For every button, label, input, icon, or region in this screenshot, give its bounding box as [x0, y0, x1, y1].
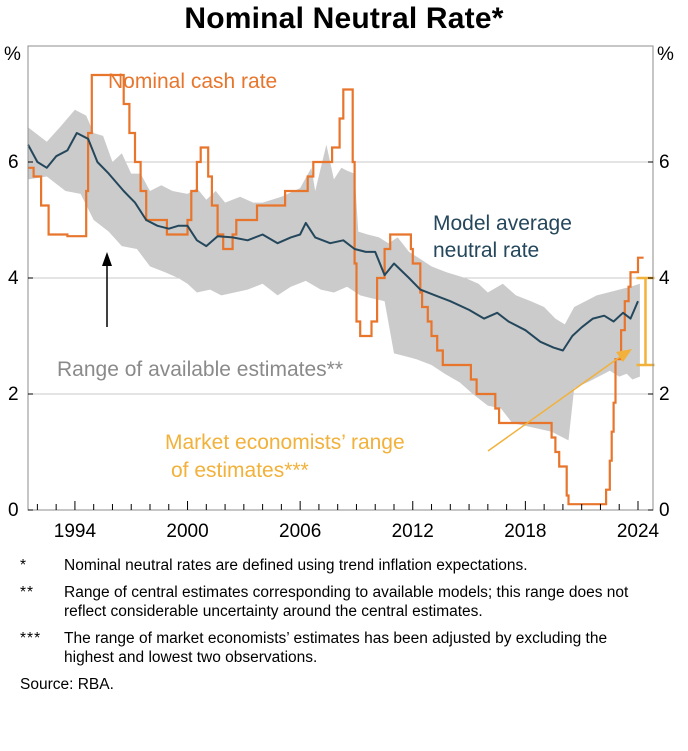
market-pointer-arrow [487, 353, 625, 452]
band-area [28, 109, 640, 441]
market-pointer-arrowhead [616, 349, 632, 362]
y-tick-label-left: 4 [8, 268, 19, 289]
y-tick-label-left: 0 [8, 500, 19, 521]
footnote-text: Range of central estimates corresponding… [64, 584, 629, 620]
x-tick-label: 1994 [54, 521, 97, 542]
band-pointer-arrowhead [102, 252, 112, 266]
model-average-line [27, 132, 639, 352]
y-tick-label-left: 6 [8, 152, 19, 173]
x-tick-label: 2000 [166, 521, 208, 542]
market-label: Market economists’ range [165, 431, 405, 454]
y-tick-label-left: 2 [8, 384, 19, 405]
footnote: ** Range of central estimates correspond… [20, 583, 640, 621]
x-tick-label: 2012 [392, 521, 434, 542]
y-tick-label-right: 0 [659, 500, 670, 521]
series-lines [27, 73, 655, 506]
footnote-text: The range of market economists’ estimate… [64, 630, 608, 666]
x-tick-label: 2024 [617, 521, 660, 542]
axes: 0 0 2 2 4 4 6 6% % 1994 2000 2006 2012 2018 2024 [4, 44, 674, 542]
band-label: Range of available estimates** [57, 358, 343, 381]
footnote-mark: *** [20, 630, 42, 647]
footnotes: * Nominal neutral rates are defined usin… [20, 556, 640, 694]
footnote-mark: * [20, 557, 28, 574]
y-tick-label-right: 2 [659, 384, 670, 405]
footnote-text: Nominal neutral rates are defined using … [64, 557, 528, 574]
cash-rate-label: Nominal cash rate [108, 70, 277, 93]
x-tick-label: 2006 [279, 521, 321, 542]
market-label: of estimates*** [171, 459, 309, 482]
y-tick-label-right: 4 [659, 268, 670, 289]
source-note: Source: RBA. [20, 676, 114, 693]
y-unit-right: % [657, 44, 674, 65]
annotations: Nominal cash rate Model average neutral ra… [57, 70, 632, 482]
model-average-label: Model average [433, 212, 572, 235]
footnote-mark: ** [20, 584, 35, 601]
y-unit-left: % [4, 44, 21, 65]
model-average-label: neutral rate [433, 239, 539, 262]
chart-title: Nominal Neutral Rate* [184, 2, 504, 35]
y-tick-label-right: 6 [659, 152, 670, 173]
chart-svg: 0 0 2 2 4 4 6 6% % 1994 2000 2006 2012 2018 2024 Nomin… [4, 44, 674, 542]
x-tick-label: 2018 [504, 521, 546, 542]
cash-rate-line [28, 73, 644, 506]
footnote: * Nominal neutral rates are defined usin… [20, 556, 640, 575]
footnote: *** The range of market economists’ esti… [20, 629, 640, 667]
estimate-range-band [28, 109, 640, 441]
